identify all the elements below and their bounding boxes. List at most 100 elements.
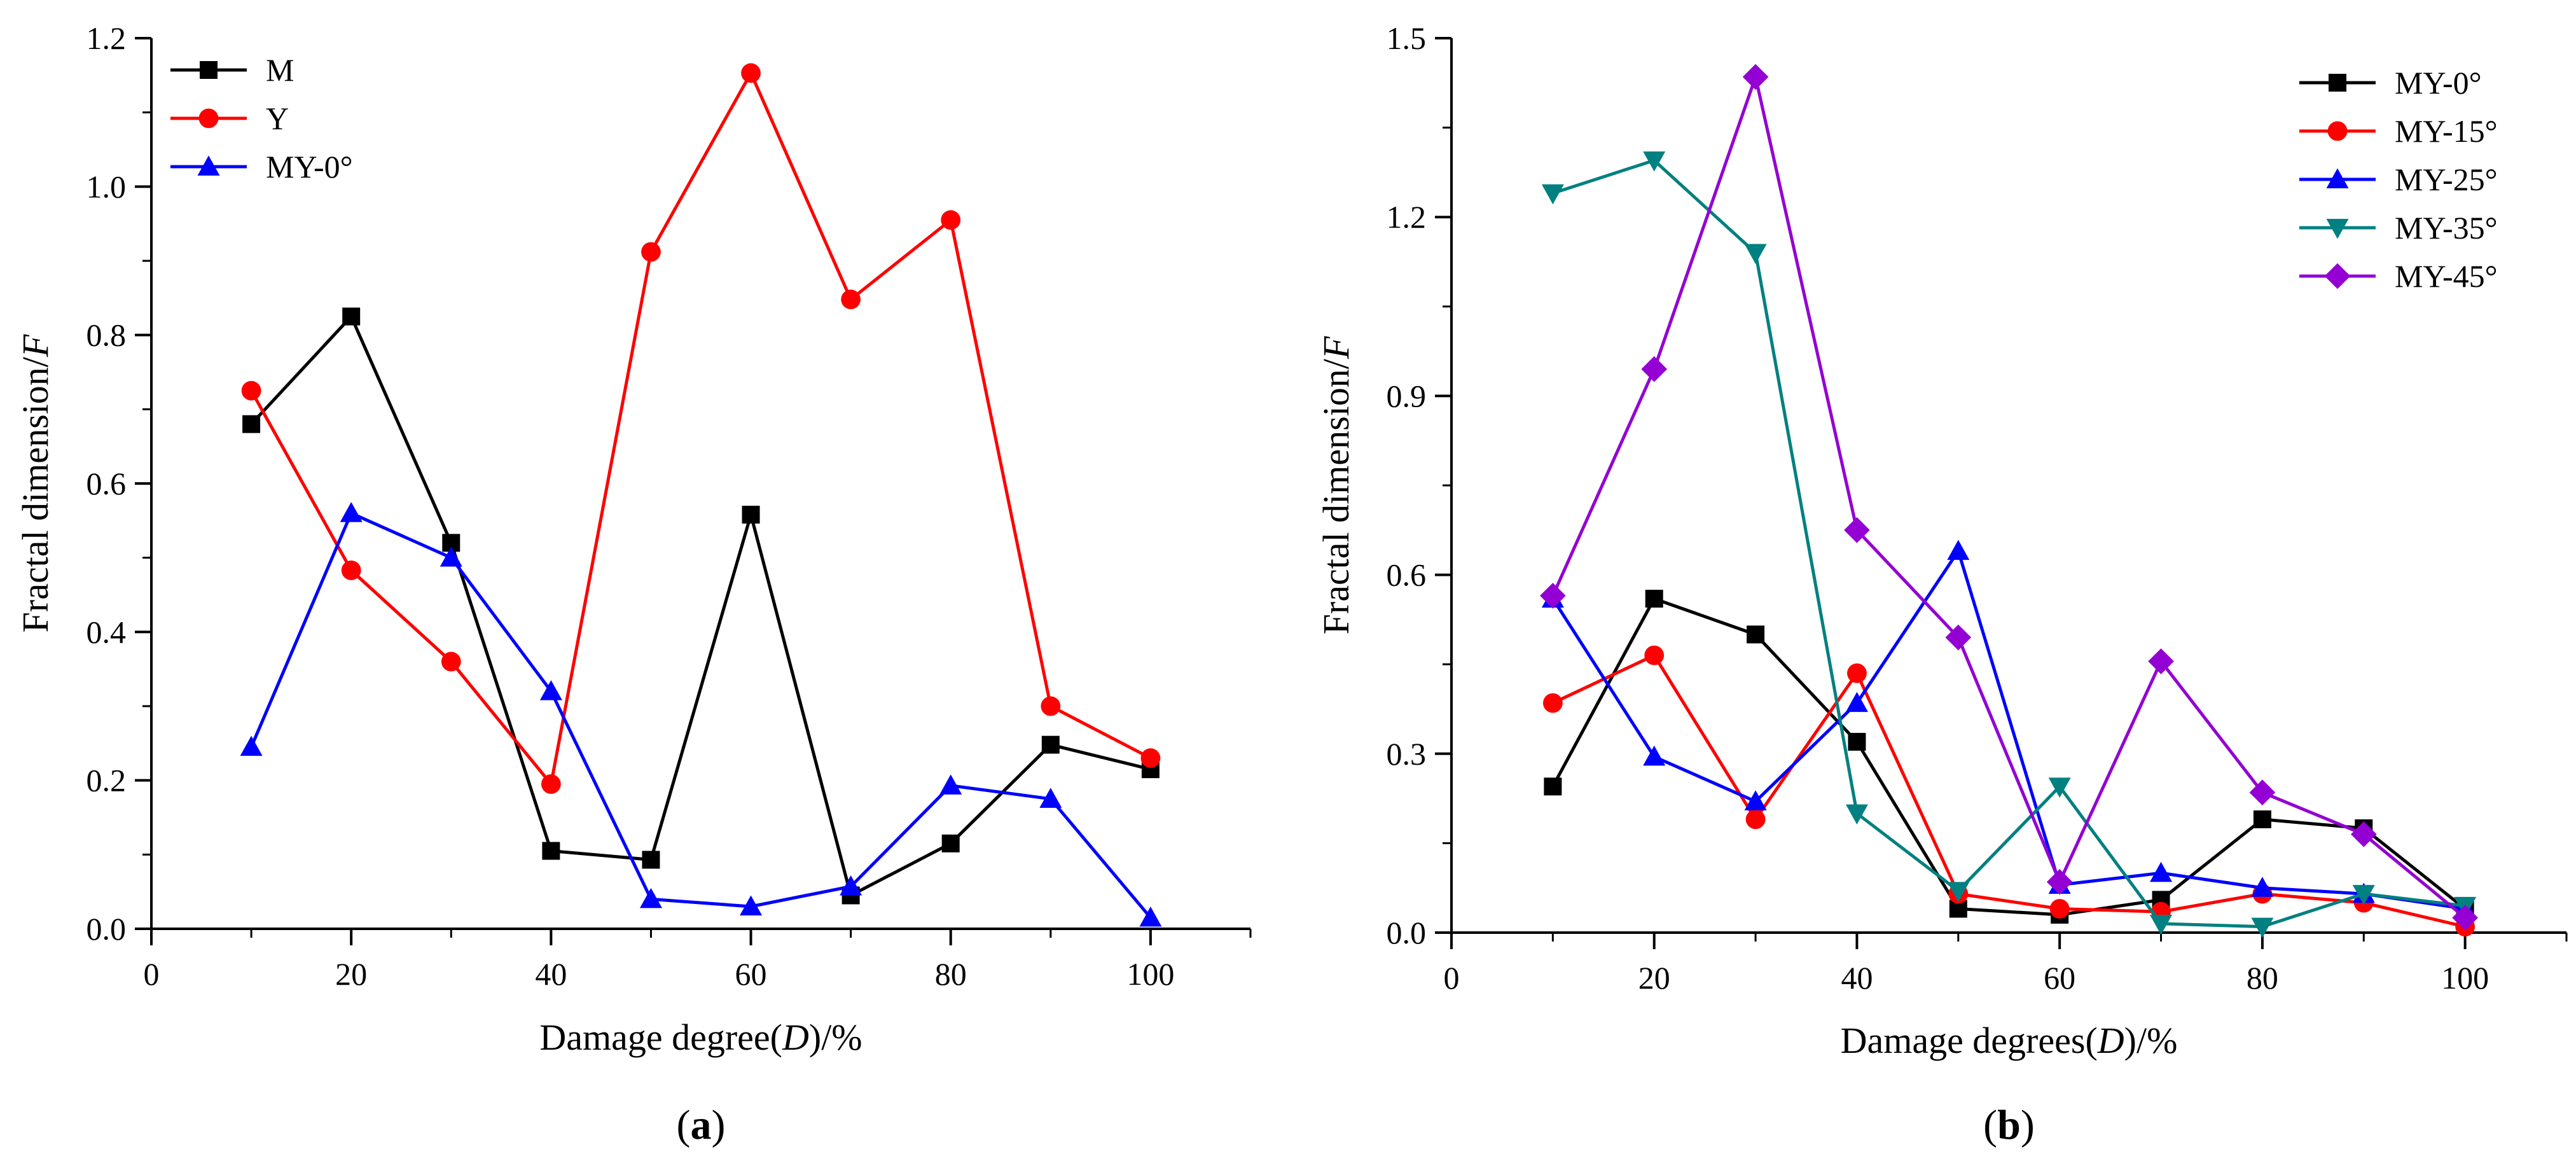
legend-marker — [200, 61, 218, 79]
data-point — [1744, 244, 1767, 264]
data-point — [1140, 748, 1161, 768]
data-point — [1744, 790, 1767, 810]
y-tick-label: 0.8 — [87, 317, 127, 353]
series-line — [1551, 71, 2467, 919]
series-Y — [241, 63, 1161, 794]
y-tick-label: 0.9 — [1387, 378, 1427, 414]
legend-marker — [2326, 219, 2349, 239]
data-point — [1544, 777, 1562, 796]
data-point — [1848, 733, 1866, 751]
legend-label: MY-15° — [2395, 113, 2498, 149]
data-point — [740, 895, 763, 915]
legend-marker — [2324, 263, 2351, 289]
data-point — [1039, 788, 1062, 808]
data-point — [542, 842, 560, 860]
legend-marker — [197, 155, 220, 176]
legend-label: MY-45° — [2395, 258, 2498, 294]
y-tick-label: 0.4 — [87, 614, 127, 650]
series-line — [1551, 547, 2466, 910]
y-tick-label: 1.2 — [1387, 199, 1427, 235]
data-point — [541, 774, 561, 794]
data-point — [1139, 907, 1162, 927]
legend-marker — [2326, 168, 2349, 188]
data-point — [2350, 821, 2377, 847]
data-point — [2150, 861, 2173, 882]
y-tick-label: 0.0 — [1387, 915, 1427, 950]
data-point — [1745, 809, 1766, 830]
x-tick-label: 100 — [2441, 960, 2489, 996]
panel-label: (b) — [1983, 1102, 2035, 1148]
legend-label: M — [266, 52, 294, 88]
x-tick-label: 60 — [735, 956, 767, 992]
data-point — [242, 415, 261, 433]
data-point — [841, 289, 861, 310]
data-point — [1845, 692, 1868, 713]
data-point — [1041, 696, 1061, 716]
x-tick-label: 40 — [535, 956, 567, 992]
x-axis-title: Damage degree(D)/% — [539, 1017, 862, 1058]
data-point — [1947, 882, 1970, 902]
legend: MY-0° MY-15° MY-25° MY-35° MY-45° — [2299, 65, 2498, 294]
y-axis-title: Fractal dimension/F — [15, 334, 56, 632]
data-point — [2452, 905, 2478, 931]
data-point — [1844, 517, 1870, 543]
x-tick-label: 80 — [935, 956, 967, 992]
legend-label: MY-0° — [2395, 65, 2482, 101]
data-point — [342, 307, 361, 326]
data-point — [2249, 779, 2276, 806]
legend-label: MY-35° — [2395, 210, 2498, 246]
data-point — [240, 735, 263, 756]
y-tick-label: 0.0 — [87, 911, 127, 947]
series-line — [1551, 597, 2467, 917]
data-point — [1041, 735, 1060, 754]
data-point — [340, 502, 363, 522]
data-point — [1541, 184, 1564, 205]
chart-panel-a: 0 20 40 60 80 100 0.0 0.2 0.4 0.6 0.8 1.0 1.2 Damage … — [15, 20, 1252, 1148]
data-point — [1747, 625, 1765, 644]
x-tick-label: 20 — [335, 956, 367, 992]
legend-label: MY-0° — [266, 149, 353, 184]
legend-marker — [2329, 74, 2346, 92]
y-tick-label: 0.6 — [87, 466, 127, 501]
data-point — [1947, 539, 1970, 560]
series-MY-35° — [1541, 151, 2477, 938]
series-line — [250, 314, 1151, 898]
data-point — [742, 506, 760, 524]
data-point — [2046, 869, 2073, 895]
y-tick-label: 1.2 — [87, 20, 127, 56]
series-M — [242, 307, 1160, 905]
data-point — [2253, 810, 2271, 828]
series-MY-0° — [240, 502, 1162, 927]
x-tick-label: 60 — [2044, 960, 2075, 996]
series-MY-25° — [1541, 539, 2477, 918]
x-axis-title: Damage degrees(D)/% — [1841, 1020, 2178, 1061]
chart-panel-b: 0 20 40 60 80 100 0.0 0.3 0.6 0.9 1.2 1.5 Damage deg… — [1315, 20, 2568, 1148]
x-tick-label: 0 — [144, 956, 160, 992]
series-line — [1552, 653, 2466, 929]
data-point — [2148, 648, 2174, 674]
data-point — [2150, 914, 2173, 935]
data-point — [741, 63, 761, 83]
y-tick-label: 1.5 — [1387, 20, 1427, 56]
data-point — [341, 560, 361, 580]
data-point — [639, 887, 662, 908]
data-point — [1847, 663, 1867, 683]
y-tick-label: 0.6 — [1387, 557, 1427, 593]
data-point — [1945, 624, 1972, 651]
x-tick-label: 40 — [1841, 960, 1873, 996]
x-tick-label: 20 — [1638, 960, 1670, 996]
series-line — [249, 69, 1152, 788]
data-point — [642, 851, 660, 869]
data-point — [939, 774, 962, 795]
legend-marker — [198, 108, 219, 129]
data-point — [941, 834, 960, 852]
data-point — [1742, 64, 1769, 90]
data-point — [241, 380, 261, 401]
legend: MY MY-0° — [170, 52, 353, 184]
x-tick-label: 80 — [2247, 960, 2278, 996]
data-point — [1845, 804, 1868, 825]
data-point — [941, 210, 961, 230]
data-point — [1643, 151, 1666, 172]
y-tick-label: 1.0 — [87, 169, 127, 204]
